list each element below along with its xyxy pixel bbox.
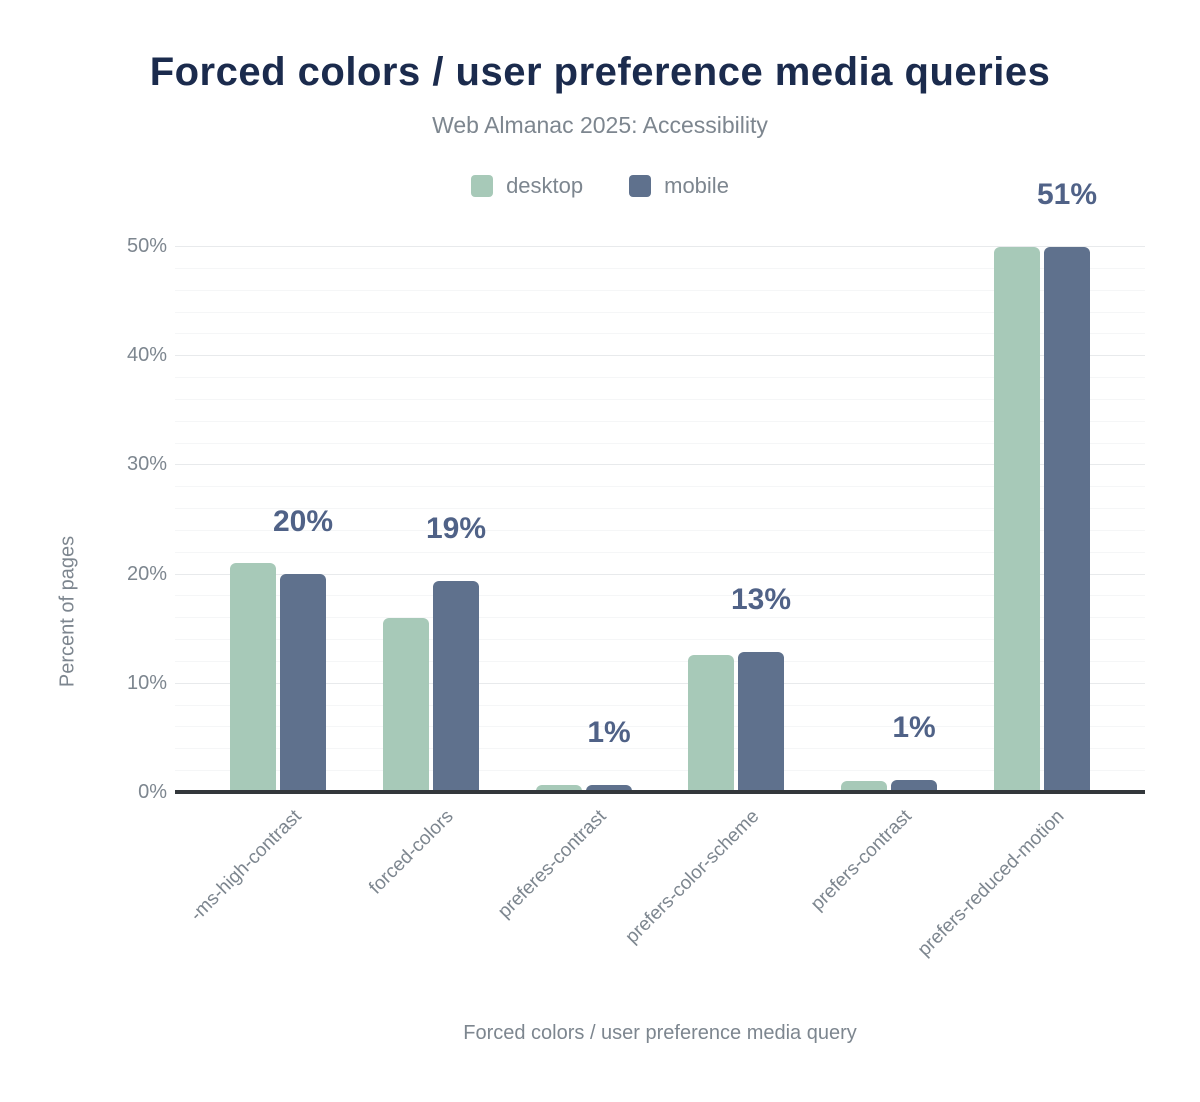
minor-gridline-8 — [175, 705, 1145, 706]
minor-gridline-22 — [175, 552, 1145, 553]
x-axis-title: Forced colors / user preference media qu… — [463, 1022, 857, 1044]
y-tick-label-10: 10% — [126, 672, 167, 694]
legend-swatch-mobile-icon — [629, 175, 652, 197]
y-tick-label-40: 40% — [126, 344, 167, 366]
bar-desktop-preferes-contrast[interactable] — [536, 785, 582, 792]
major-gridline-10 — [175, 683, 1145, 684]
minor-gridline-2 — [175, 770, 1145, 771]
minor-gridline-12 — [175, 661, 1145, 662]
bar-value-label-prefers-contrast: 1% — [892, 711, 936, 744]
major-gridline-30 — [175, 464, 1145, 465]
minor-gridline-24 — [175, 530, 1145, 531]
minor-gridline-18 — [175, 595, 1145, 596]
bar-value-label-forced-colors: 19% — [425, 512, 487, 545]
x-tick-label-prefers-contrast: prefers-contrast — [806, 806, 916, 915]
minor-gridline-6 — [175, 726, 1145, 727]
minor-gridline-26 — [175, 508, 1145, 509]
major-gridline-50 — [175, 246, 1145, 247]
bar-desktop--ms-high-contrast[interactable] — [230, 563, 276, 792]
legend-swatch-desktop-icon — [471, 175, 494, 197]
x-tick-label-forced-colors: forced-colors — [365, 806, 458, 899]
bar-desktop-prefers-contrast[interactable] — [841, 781, 887, 792]
bar-desktop-prefers-reduced-motion[interactable] — [994, 247, 1040, 792]
y-tick-label-30: 30% — [126, 453, 167, 475]
minor-gridline-34 — [175, 421, 1145, 422]
bar-mobile-forced-colors[interactable] — [433, 581, 479, 792]
y-axis-title: Percent of pages — [56, 535, 79, 688]
bar-mobile--ms-high-contrast[interactable] — [280, 574, 326, 792]
minor-gridline-48 — [175, 268, 1145, 269]
x-tick-label-prefers-reduced-motion: prefers-reduced-motion — [914, 806, 1069, 961]
major-gridline-20 — [175, 574, 1145, 575]
bar-value-label-preferes-contrast: 1% — [587, 716, 631, 749]
bar-mobile-prefers-color-scheme[interactable] — [738, 652, 784, 792]
bar-mobile-prefers-reduced-motion[interactable] — [1044, 247, 1090, 792]
chart-subtitle: Web Almanac 2025: Accessibility — [432, 112, 768, 138]
bar-value-label-prefers-reduced-motion: 51% — [1036, 178, 1098, 211]
bar-mobile-prefers-contrast[interactable] — [891, 780, 937, 792]
minor-gridline-16 — [175, 617, 1145, 618]
y-tick-label-0: 0% — [138, 781, 167, 803]
x-tick-label-prefers-color-scheme: prefers-color-scheme — [621, 806, 764, 948]
legend-label-desktop: desktop — [506, 173, 584, 198]
minor-gridline-32 — [175, 443, 1145, 444]
bar-desktop-prefers-color-scheme[interactable] — [688, 655, 734, 792]
x-tick-label--ms-high-contrast: -ms-high-contrast — [185, 806, 306, 926]
legend: desktop mobile — [0, 172, 1200, 200]
minor-gridline-14 — [175, 639, 1145, 640]
legend-label-mobile: mobile — [664, 173, 729, 198]
minor-gridline-36 — [175, 399, 1145, 400]
chart-title: Forced colors / user preference media qu… — [149, 50, 1051, 94]
minor-gridline-28 — [175, 486, 1145, 487]
major-gridline-40 — [175, 355, 1145, 356]
x-tick-label-preferes-contrast: preferes-contrast — [494, 806, 611, 923]
minor-gridline-42 — [175, 333, 1145, 334]
bar-mobile-preferes-contrast[interactable] — [586, 785, 632, 792]
bar-value-label-prefers-color-scheme: 13% — [730, 583, 792, 616]
y-tick-label-20: 20% — [126, 563, 167, 585]
bar-value-label--ms-high-contrast: 20% — [272, 505, 334, 538]
bar-desktop-forced-colors[interactable] — [383, 618, 429, 792]
minor-gridline-46 — [175, 290, 1145, 291]
legend-item-mobile[interactable]: mobile — [629, 173, 729, 199]
minor-gridline-38 — [175, 377, 1145, 378]
y-tick-label-50: 50% — [126, 235, 167, 257]
minor-gridline-4 — [175, 748, 1145, 749]
legend-item-desktop[interactable]: desktop — [471, 173, 583, 199]
minor-gridline-44 — [175, 312, 1145, 313]
x-axis-line — [175, 790, 1145, 794]
